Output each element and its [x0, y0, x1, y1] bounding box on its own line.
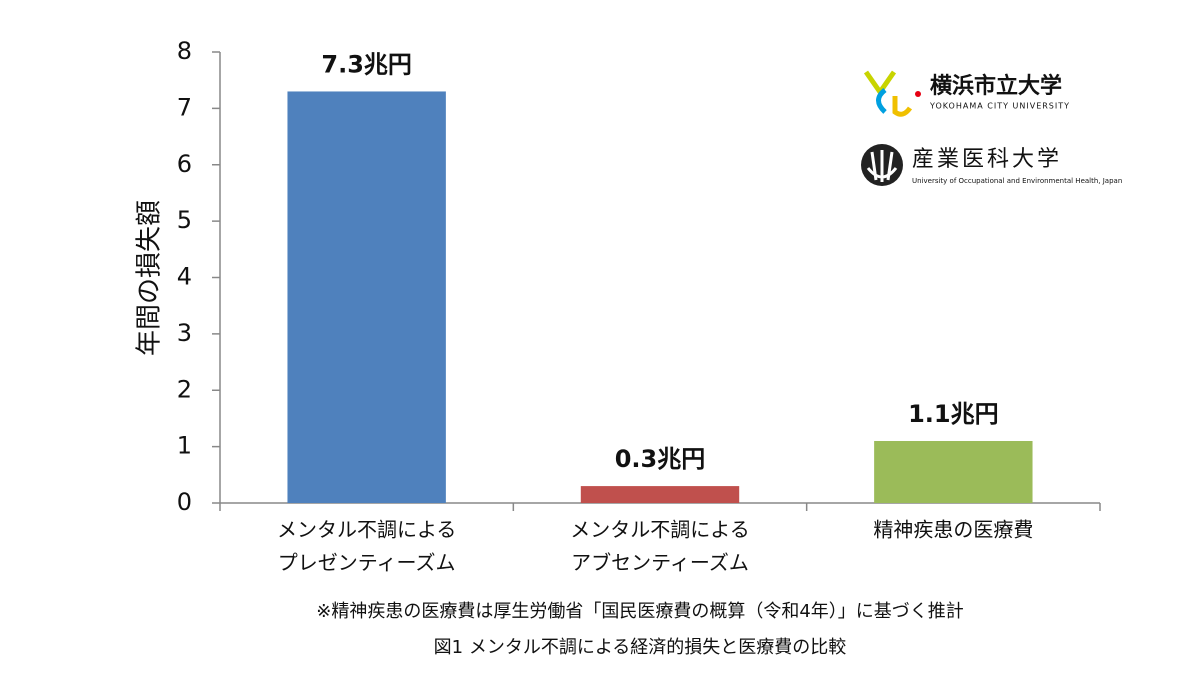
y-tick-label: 0 — [177, 488, 192, 516]
footnote: ※精神疾患の医療費は厚生労働省「国民医療費の概算（令和4年）」に基づく推計 — [316, 601, 964, 622]
caption: 図1 メンタル不調による経済的損失と医療費の比較 — [434, 637, 847, 658]
uoeh-logo-mark — [861, 144, 903, 186]
x-tick-label: プレゼンティーズム — [278, 551, 456, 575]
y-tick-label: 8 — [177, 37, 192, 65]
logo-subtitle: University of Occupational and Environme… — [912, 177, 1122, 185]
x-tick-label: 精神疾患の医療費 — [873, 518, 1033, 542]
y-tick-label: 1 — [177, 432, 192, 460]
bar — [874, 440, 1033, 503]
bar — [287, 91, 446, 504]
logo-name: 産業医科大学 — [912, 147, 1062, 172]
y-tick-label: 7 — [177, 93, 192, 121]
y-axis-label: 年間の損失額 — [135, 200, 165, 356]
y-tick-label: 3 — [177, 319, 192, 347]
logo-subtitle: YOKOHAMA CITY UNIVERSITY — [929, 102, 1070, 111]
ycu-logo-mark — [863, 70, 921, 117]
data-label: 7.3兆円 — [321, 50, 412, 78]
y-tick-label: 6 — [177, 150, 192, 178]
y-tick-label: 2 — [177, 375, 192, 403]
x-tick-label: アブセンティーズム — [571, 551, 749, 575]
x-tick-label: メンタル不調による — [570, 518, 749, 542]
data-label: 1.1兆円 — [908, 400, 999, 428]
logo-name: 横浜市立大学 — [930, 73, 1062, 99]
bar — [580, 486, 740, 503]
y-tick-label: 4 — [177, 263, 192, 291]
data-label: 0.3兆円 — [615, 445, 706, 473]
x-tick-label: メンタル不調による — [277, 518, 456, 542]
y-tick-label: 5 — [177, 206, 192, 234]
